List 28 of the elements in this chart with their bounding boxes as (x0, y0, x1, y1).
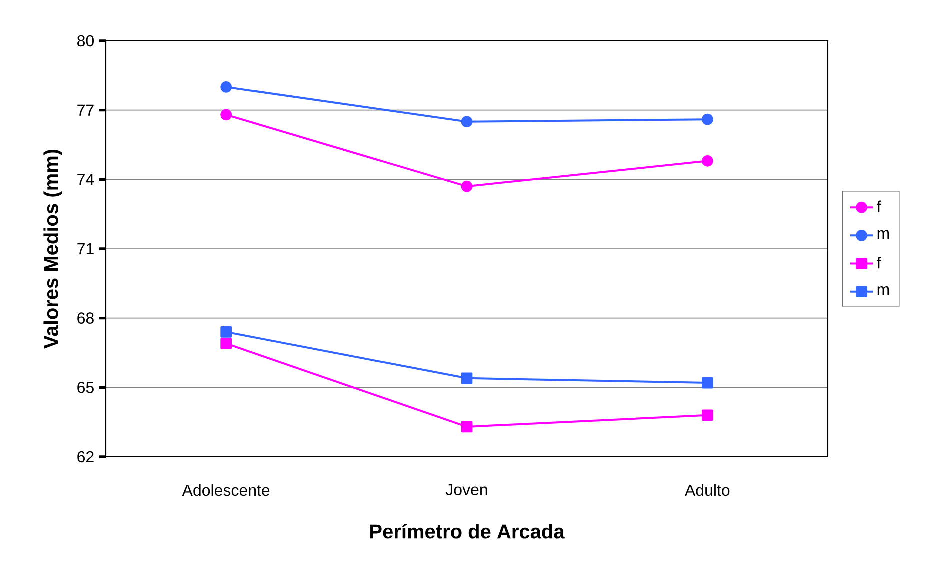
legend-label: f (877, 256, 882, 269)
x-tick-label: Adulto (685, 484, 730, 496)
point (461, 180, 473, 192)
y-tick-label: 74 (78, 174, 94, 186)
x-tick-label: Adolescente (182, 484, 270, 496)
point (220, 82, 232, 93)
legend-label: f (877, 200, 882, 212)
legend-label: m (878, 230, 890, 239)
point (220, 109, 232, 121)
y-tick-label: 65 (78, 382, 94, 394)
point (461, 421, 473, 433)
x-tick-label: Joven (446, 484, 488, 496)
point (702, 410, 714, 422)
x-axis-title: Perímetro de Arcada (370, 524, 565, 539)
point (220, 326, 232, 338)
y-tick-label: 80 (78, 35, 94, 47)
point (461, 116, 473, 128)
point (461, 372, 473, 384)
y-tick-label: 77 (78, 104, 94, 116)
point (702, 114, 714, 126)
point (702, 156, 714, 167)
y-axis-title: Valores Medios (mm) (44, 150, 62, 349)
y-tick-label: 62 (78, 451, 94, 463)
y-tick-label: 68 (78, 312, 94, 324)
point (220, 338, 232, 350)
point (702, 377, 714, 389)
y-tick-label: 71 (78, 243, 94, 254)
legend-label: m (878, 286, 890, 296)
